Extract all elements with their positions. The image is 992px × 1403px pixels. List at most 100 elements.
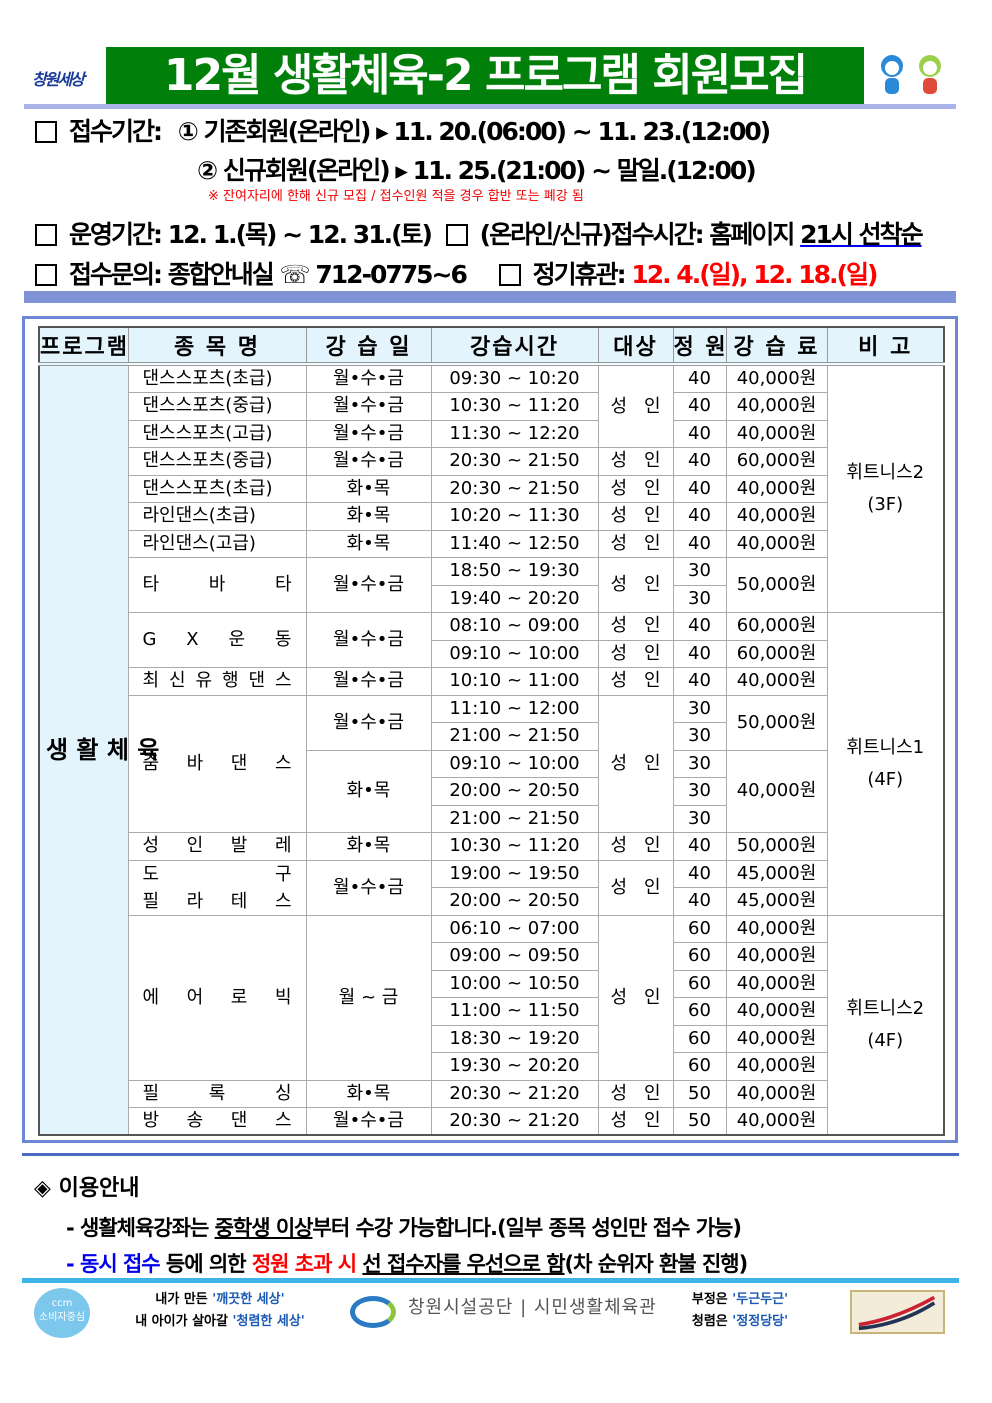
course-name: 댄스스포츠(초급) <box>127 474 307 503</box>
class-time: 20:30 ~ 21:20 <box>430 1107 599 1136</box>
class-time: 20:30 ~ 21:50 <box>430 474 599 503</box>
table-row: G X 운 동 월•수•금 08:10 ~ 09:00 성 인 40 60,000원 휘트니… <box>39 612 945 916</box>
note-line: 휘트니스2 <box>846 462 925 483</box>
class-days: 월•수•금 <box>305 363 432 393</box>
fee: 40,000원 <box>725 474 828 503</box>
reception-existing: ① 기존회원(온라인) ▸ 11. 20.(06:00) ~ 11. 23.(1… <box>177 117 771 146</box>
reception-label: 접수기간: <box>69 117 163 146</box>
guide-text: - 생활체육강좌는 <box>66 1216 215 1240</box>
note-cell: 휘트니스2 (4F) <box>826 914 945 1136</box>
fee: 60,000원 <box>725 639 828 668</box>
class-days: 월 ~ 금 <box>305 914 432 1081</box>
note-line: 휘트니스2 <box>846 997 925 1019</box>
table-row: 최 신 유 행 댄 스 월•수•금 10:10 ~ 11:00 성 인 40 40,000… <box>39 667 944 696</box>
course-name-line: 필 라 테 스 <box>142 890 292 912</box>
guide-line-2: - 동시 접수 등에 의한 정원 초과 시 선 접수자를 우선으로 함(차 순위… <box>66 1248 748 1278</box>
note-cell: 휘트니스1 (4F) <box>826 612 945 916</box>
inquiry-line: 접수문의: 종합안내실 ☏ 712-0775~6 정기휴관: 12. 4.(일)… <box>35 255 878 291</box>
operation-label: 운영기간: <box>69 220 163 249</box>
column-header: 종 목 명 <box>127 326 307 366</box>
guide-text: 부터 수강 가능합니다.(일부 종목 성인만 접수 가능) <box>312 1216 742 1240</box>
class-time: 18:30 ~ 19:20 <box>430 1024 599 1053</box>
target: 성 인 <box>597 832 674 861</box>
online-value-underlined: 21시 선착순 <box>800 220 923 249</box>
reception-period-line-1: 접수기간: ① 기존회원(온라인) ▸ 11. 20.(06:00) ~ 11.… <box>35 112 771 148</box>
capacity: 60 <box>672 942 727 971</box>
corporation-logo-icon <box>350 1296 396 1328</box>
guide-dash: - <box>66 1252 81 1276</box>
course-name: 댄스스포츠(고급) <box>127 419 307 448</box>
target: 성 인 <box>597 502 674 531</box>
fee: 50,000원 <box>725 557 828 613</box>
class-time: 10:10 ~ 11:00 <box>430 667 599 696</box>
fee: 40,000원 <box>725 529 828 558</box>
fee: 60,000원 <box>725 447 828 476</box>
slogan-text: 내 아이가 살아갈 <box>135 1314 233 1329</box>
capacity: 40 <box>672 502 727 531</box>
class-time: 10:30 ~ 11:20 <box>430 392 599 421</box>
course-name-line: 도 구 <box>142 863 292 885</box>
slogan-text: 내가 만든 <box>155 1292 213 1307</box>
table-row: 댄스스포츠(초급) 화•목 20:30 ~ 21:50 성 인 40 40,000원 <box>39 474 944 503</box>
ccm-logo: ccm 소비자중심 <box>34 1288 90 1338</box>
fee: 40,000원 <box>725 1024 828 1053</box>
target: 성 인 <box>597 1107 674 1136</box>
target: 성 인 <box>597 1079 674 1108</box>
class-time: 10:20 ~ 11:30 <box>430 502 599 531</box>
table-row: 20:00 ~ 20:50 40 45,000원 <box>39 887 944 916</box>
table-row: 타 바 타 월•수•금 18:50 ~ 19:30 성 인 30 50,000원 <box>39 557 944 613</box>
class-time: 20:30 ~ 21:20 <box>430 1079 599 1108</box>
section-divider <box>24 291 956 303</box>
guide-text-underlined: 선 접수자를 우선으로 함 <box>362 1252 565 1276</box>
table-row: 19:30 ~ 20:20 60 40,000원 <box>39 1052 944 1081</box>
capacity: 40 <box>672 859 727 888</box>
checkbox-icon <box>445 224 468 246</box>
operation-line: 운영기간: 12. 1.(목) ~ 12. 31.(토) (온라인/신규)접수시… <box>35 215 924 251</box>
table-row: 라인댄스(고급) 화•목 11:40 ~ 12:50 성 인 40 40,000원 <box>39 529 944 558</box>
class-time: 19:40 ~ 20:20 <box>430 584 599 613</box>
capacity: 40 <box>672 474 727 503</box>
capacity: 40 <box>672 887 727 916</box>
note-line: (4F) <box>867 768 904 790</box>
mascot-icon <box>881 55 941 94</box>
note-cell: 휘트니스2 (3F) <box>826 363 945 613</box>
capacity: 30 <box>672 777 727 806</box>
column-header: 정 원 <box>672 326 727 366</box>
changwon-logo: 창원세상 <box>32 70 85 89</box>
class-time: 09:10 ~ 10:00 <box>430 639 599 668</box>
column-header: 비 고 <box>826 326 945 366</box>
capacity: 60 <box>672 969 727 998</box>
table-row: 방 송 댄 스 월•수•금 20:30 ~ 21:20 성 인 50 40,000원 <box>39 1107 944 1136</box>
class-days: 화•목 <box>305 749 432 833</box>
course-name: 최 신 유 행 댄 스 <box>127 667 307 696</box>
capacity: 40 <box>672 529 727 558</box>
online-label: (온라인/신규)접수시간: <box>479 220 705 249</box>
course-name: 성 인 발 레 <box>127 832 307 861</box>
class-time: 11:10 ~ 12:00 <box>430 694 599 723</box>
class-time: 10:00 ~ 10:50 <box>430 969 599 998</box>
target: 성 인 <box>597 557 674 613</box>
operation-value: 12. 1.(목) ~ 12. 31.(토) <box>167 220 433 249</box>
fee: 40,000원 <box>725 502 828 531</box>
service-quality-badge <box>850 1290 945 1334</box>
fee: 40,000원 <box>725 392 828 421</box>
capacity: 50 <box>672 1107 727 1136</box>
corporation-name: 창원시설공단 | 시민생활체육관 <box>408 1297 657 1318</box>
class-time: 10:30 ~ 11:20 <box>430 832 599 861</box>
course-name: 에 어 로 빅 <box>127 914 307 1081</box>
course-name: 줌 바 댄 스 <box>127 694 307 833</box>
capacity: 40 <box>672 639 727 668</box>
reception-new: ② 신규회원(온라인) ▸ 11. 25.(21:00) ~ 말일.(12:00… <box>197 156 757 185</box>
capacity: 60 <box>672 1024 727 1053</box>
table-row: 18:30 ~ 19:20 60 40,000원 <box>39 1024 944 1053</box>
ccm-text: ccm <box>51 1298 73 1309</box>
class-days: 월•수•금 <box>305 1107 432 1136</box>
guide-text: 등에 의한 <box>159 1252 252 1276</box>
class-days: 월•수•금 <box>305 612 432 668</box>
guide-text-underlined: 중학생 이상 <box>214 1216 314 1240</box>
class-days: 화•목 <box>305 502 432 531</box>
slogan-highlight: '정정당당' <box>732 1314 789 1329</box>
class-time: 20:30 ~ 21:50 <box>430 447 599 476</box>
